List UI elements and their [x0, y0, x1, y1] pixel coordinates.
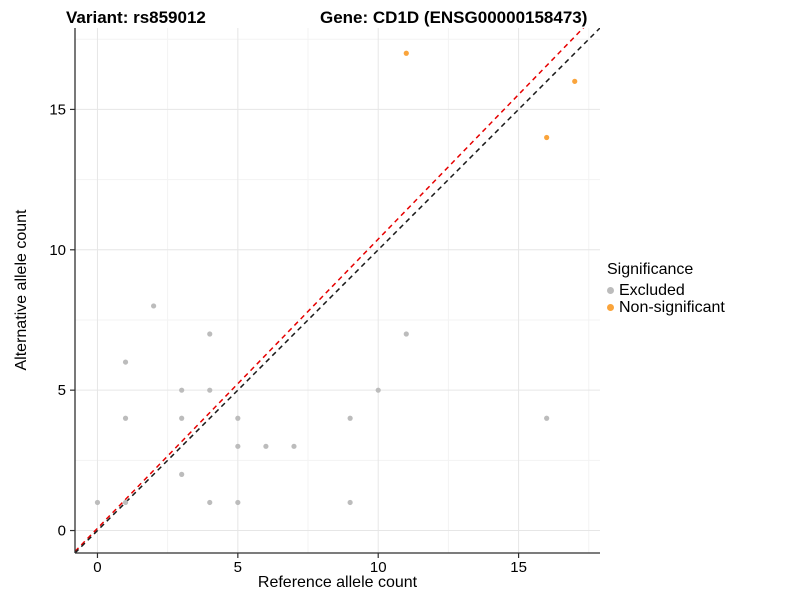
x-tick-label: 0 — [93, 559, 101, 576]
non-significant-swatch-icon — [607, 304, 614, 311]
data-point — [375, 387, 381, 393]
data-point — [263, 443, 269, 449]
data-point — [179, 415, 185, 421]
series-excluded — [94, 303, 550, 506]
data-point — [403, 50, 409, 56]
data-point — [122, 415, 129, 421]
axes: 0 5 10 15 0 5 10 15 — [49, 28, 600, 576]
data-point — [347, 499, 353, 506]
x-tick-label: 15 — [510, 559, 527, 576]
data-point — [291, 443, 297, 449]
series-non-significant — [403, 50, 578, 141]
y-tick-label: 5 — [58, 382, 66, 399]
fit-line — [75, 28, 585, 552]
data-point — [207, 387, 213, 393]
x-axis-title: Reference allele count — [257, 574, 418, 591]
data-point — [403, 331, 409, 337]
legend-item-non-significant: Non-significant — [607, 299, 725, 316]
data-point — [179, 471, 185, 477]
identity-line — [75, 28, 600, 553]
legend-item-label: Non-significant — [619, 298, 725, 316]
y-axis-title: Alternative allele count — [13, 209, 30, 371]
data-point — [235, 443, 241, 449]
data-point — [207, 331, 213, 337]
data-point — [347, 415, 353, 421]
legend-item-excluded: Excluded — [607, 282, 725, 299]
legend-title: Significance — [607, 261, 694, 278]
y-tick-label: 15 — [49, 101, 66, 118]
x-tick-label: 10 — [370, 559, 387, 576]
legend: Significance Excluded Non-significant — [607, 261, 725, 316]
data-point — [122, 499, 129, 506]
legend-item-label: Excluded — [619, 281, 685, 299]
data-point — [151, 303, 157, 309]
data-point — [544, 415, 550, 421]
data-point — [122, 359, 129, 365]
y-tick-label: 10 — [49, 242, 66, 259]
data-point — [544, 134, 550, 141]
data-point — [179, 387, 185, 393]
data-point — [235, 415, 241, 421]
excluded-swatch-icon — [607, 287, 614, 294]
data-point — [235, 499, 241, 506]
gridlines — [75, 28, 600, 553]
data-point — [572, 78, 578, 84]
data-point — [207, 499, 213, 506]
data-point — [94, 499, 101, 506]
y-tick-label: 0 — [58, 523, 66, 540]
gene-title: Gene: CD1D (ENSG00000158473) — [320, 8, 588, 27]
x-tick-label: 5 — [234, 559, 242, 576]
variant-title: Variant: rs859012 — [66, 8, 206, 27]
reference-lines — [75, 28, 600, 553]
